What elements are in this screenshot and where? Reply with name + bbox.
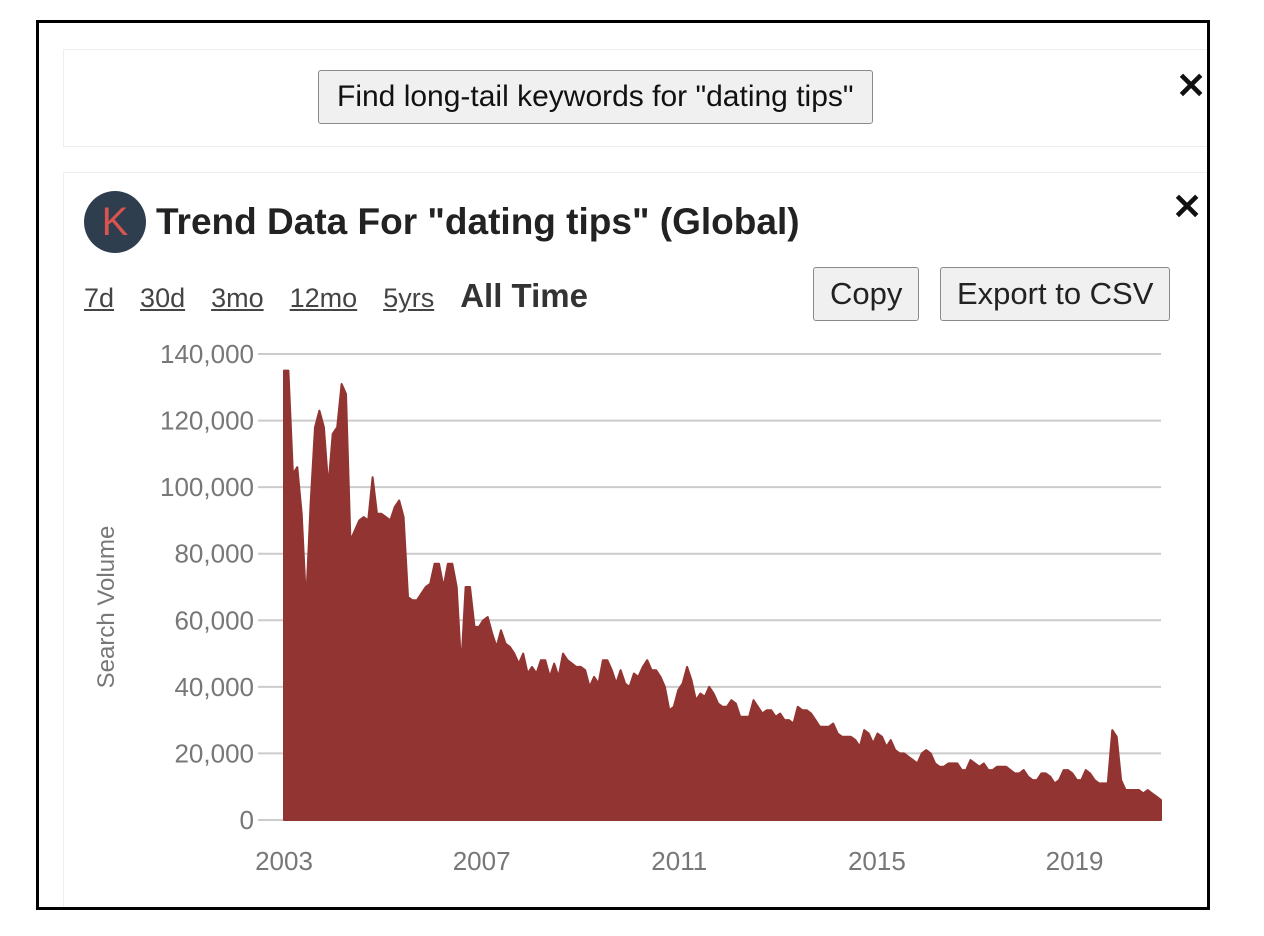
- y-tick-label: 80,000: [174, 539, 254, 569]
- range-3mo[interactable]: 3mo: [211, 283, 264, 313]
- y-axis-label: Search Volume: [93, 526, 120, 689]
- y-tick-label: 120,000: [160, 406, 254, 436]
- keywords-everywhere-logo: K: [84, 191, 146, 253]
- x-tick-label: 2007: [453, 846, 511, 876]
- panel-title: Trend Data For "dating tips" (Global): [156, 201, 800, 242]
- screenshot-frame: Find long-tail keywords for "dating tips…: [36, 20, 1210, 910]
- time-range-selector: 7d 30d 3mo 12mo 5yrs All Time: [84, 277, 588, 315]
- close-icon[interactable]: ✕: [1176, 65, 1207, 106]
- range-12mo[interactable]: 12mo: [289, 283, 358, 313]
- range-7d[interactable]: 7d: [84, 283, 115, 313]
- x-tick-label: 2015: [848, 846, 906, 876]
- range-5yrs[interactable]: 5yrs: [383, 283, 435, 313]
- y-tick-label: 0: [240, 805, 254, 835]
- range-all-time[interactable]: All Time: [460, 277, 588, 314]
- find-long-tail-keywords-button[interactable]: Find long-tail keywords for "dating tips…: [318, 70, 873, 124]
- x-tick-label: 2019: [1046, 846, 1104, 876]
- export-csv-button[interactable]: Export to CSV: [940, 267, 1171, 321]
- x-tick-label: 2011: [651, 846, 707, 876]
- y-tick-label: 140,000: [160, 339, 254, 369]
- x-tick-label: 2003: [255, 846, 313, 876]
- logo-letter: K: [101, 200, 129, 244]
- close-icon[interactable]: ✕: [1172, 186, 1203, 227]
- y-tick-label: 100,000: [160, 472, 254, 502]
- trend-area-chart: 0 20,000 40,000 60,000 80,000 100,000 120,000 1…: [93, 339, 1162, 876]
- copy-button[interactable]: Copy: [813, 267, 920, 321]
- trend-data-panel: K Trend Data For "dating tips" (Global) …: [63, 172, 1207, 907]
- search-volume-area: [283, 369, 1162, 821]
- y-tick-label: 60,000: [174, 605, 254, 635]
- range-30d[interactable]: 30d: [140, 283, 186, 313]
- y-tick-label: 40,000: [174, 672, 254, 702]
- y-tick-label: 20,000: [174, 738, 254, 768]
- long-tail-panel: Find long-tail keywords for "dating tips…: [63, 49, 1207, 147]
